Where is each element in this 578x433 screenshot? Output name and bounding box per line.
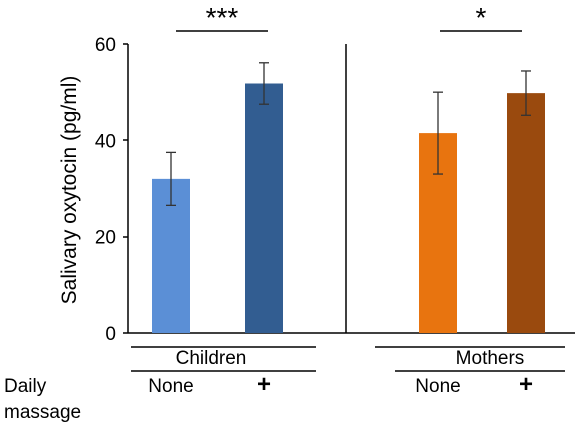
bar-children-massage	[245, 83, 283, 333]
x-tick-label-mothers-massage: +	[519, 371, 533, 398]
group-label-mothers: Mothers	[456, 348, 525, 369]
x-tick-label-mothers-none: None	[415, 376, 460, 397]
x-tick-label-children-massage: +	[257, 371, 271, 398]
bar-mothers-massage	[507, 93, 545, 333]
y-axis-label: Salivary oxytocin (pg/ml)	[58, 76, 81, 305]
y-tick-label-20: 20	[95, 228, 116, 249]
group-label-children: Children	[176, 348, 247, 369]
x-tick-label-children-none: None	[148, 376, 193, 397]
row-label-daily-massage: Daily massage	[4, 376, 81, 423]
y-tick-label-60: 60	[95, 35, 116, 56]
y-tick-label-40: 40	[95, 131, 116, 152]
y-tick-label-0: 0	[105, 324, 116, 345]
significance-marker-mothers: *	[476, 2, 487, 33]
bars-layer: None + None +	[148, 62, 545, 398]
significance-marker-children: ***	[206, 2, 239, 33]
